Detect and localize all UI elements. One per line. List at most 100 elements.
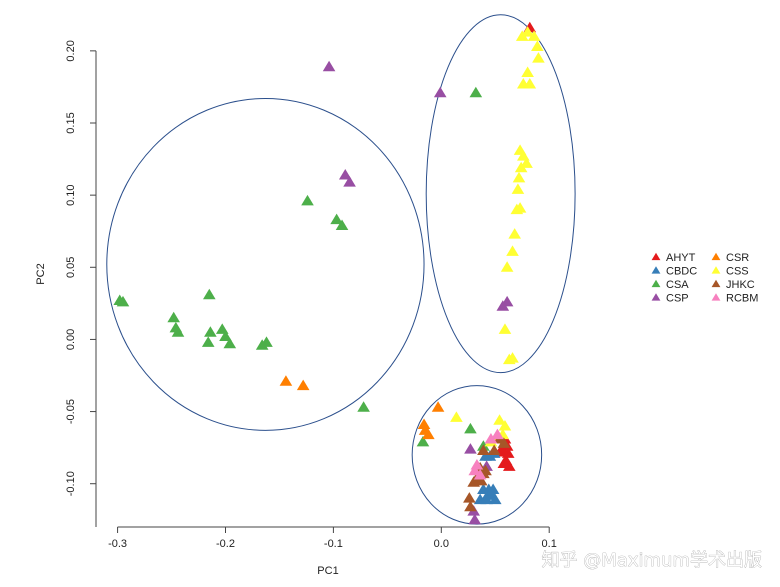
point-css bbox=[498, 323, 512, 334]
point-jhkc bbox=[487, 444, 501, 456]
legend-label-rcbm: RCBM bbox=[726, 293, 758, 305]
y-tick-label: 0.10 bbox=[65, 184, 77, 205]
point-csa bbox=[357, 401, 370, 412]
legend-label-jhkc: JHKC bbox=[726, 279, 755, 291]
point-csp bbox=[433, 86, 447, 98]
point-cbdc bbox=[488, 493, 502, 505]
point-css bbox=[508, 228, 521, 239]
point-css bbox=[514, 161, 528, 173]
point-css bbox=[520, 157, 533, 168]
y-axis-title: PC2 bbox=[35, 263, 47, 284]
point-css bbox=[506, 245, 519, 256]
point-rcbm bbox=[473, 469, 487, 480]
point-csp bbox=[500, 295, 514, 307]
point-csa bbox=[464, 422, 477, 434]
cluster-ellipse bbox=[425, 14, 576, 374]
point-csa bbox=[335, 219, 349, 230]
point-css bbox=[500, 261, 514, 272]
x-tick-label: -0.3 bbox=[108, 538, 127, 550]
point-csp bbox=[338, 168, 352, 180]
point-csr bbox=[417, 418, 431, 430]
point-csa bbox=[201, 336, 215, 347]
y-tick-label: 0.00 bbox=[65, 329, 77, 350]
point-csa bbox=[260, 336, 273, 347]
point-csr bbox=[279, 375, 293, 386]
point-csa bbox=[167, 311, 180, 323]
legend-label-cbdc: CBDC bbox=[666, 266, 697, 278]
point-csa bbox=[203, 288, 216, 300]
point-jhkc bbox=[477, 444, 490, 456]
legend-marker-cbdc bbox=[651, 266, 661, 274]
point-cbdc bbox=[486, 483, 500, 494]
y-tick-label: -0.10 bbox=[65, 471, 77, 496]
point-jhkc bbox=[463, 492, 476, 503]
point-rcbm bbox=[484, 432, 498, 444]
point-ahyt bbox=[501, 447, 515, 458]
point-css bbox=[527, 30, 541, 41]
point-css bbox=[521, 66, 534, 77]
point-csr bbox=[296, 379, 310, 391]
data-points bbox=[113, 21, 545, 525]
legend-marker-rcbm bbox=[711, 293, 721, 301]
y-tick-label: -0.05 bbox=[65, 399, 77, 424]
x-axis-title: PC1 bbox=[317, 565, 338, 577]
point-csa bbox=[204, 326, 217, 337]
point-css bbox=[515, 30, 529, 41]
point-jhkc bbox=[479, 464, 492, 476]
y-tick-label: 0.05 bbox=[65, 257, 77, 278]
point-jhkc bbox=[467, 476, 480, 487]
point-csp bbox=[464, 443, 477, 454]
legend-label-csr: CSR bbox=[726, 252, 749, 264]
cluster-ellipse bbox=[106, 97, 425, 431]
point-csp bbox=[468, 513, 482, 525]
point-csa bbox=[219, 330, 232, 342]
x-axis: -0.3 -0.2 -0.1 0.0 0.1 bbox=[108, 526, 557, 550]
point-css bbox=[450, 411, 463, 422]
point-css bbox=[512, 171, 526, 183]
x-tick-label: -0.2 bbox=[216, 538, 235, 550]
legend-label-css: CSS bbox=[726, 266, 749, 278]
point-jhkc bbox=[474, 474, 488, 486]
point-ahyt bbox=[502, 460, 516, 471]
x-tick-label: -0.1 bbox=[324, 538, 343, 550]
point-css bbox=[521, 26, 534, 37]
y-axis: -0.10 -0.05 0.00 0.05 0.10 0.15 0.20 bbox=[65, 40, 97, 527]
point-csa bbox=[469, 86, 483, 98]
legend-label-csa: CSA bbox=[666, 279, 689, 291]
legend-label-csp: CSP bbox=[666, 293, 689, 305]
legend-label-ahyt: AHYT bbox=[666, 252, 696, 264]
point-rcbm bbox=[491, 428, 504, 440]
point-cbdc bbox=[480, 493, 493, 505]
legend-marker-ahyt bbox=[651, 252, 661, 261]
point-css bbox=[532, 52, 545, 63]
y-tick-label: 0.15 bbox=[65, 112, 77, 133]
x-tick-label: 0.0 bbox=[434, 538, 449, 550]
point-csa bbox=[171, 326, 185, 337]
point-ahyt bbox=[495, 443, 509, 454]
point-css bbox=[531, 40, 544, 52]
point-css bbox=[511, 183, 525, 194]
point-css bbox=[510, 203, 524, 215]
legend-marker-jhkc bbox=[711, 279, 721, 288]
point-css bbox=[506, 352, 519, 363]
watermark-text: 知乎 @Maximum学术出版 bbox=[542, 550, 762, 571]
legend-marker-csr bbox=[711, 252, 721, 261]
y-tick-label: 0.20 bbox=[65, 40, 77, 61]
point-csa bbox=[330, 213, 343, 225]
point-css bbox=[523, 78, 537, 89]
legend-marker-csp bbox=[651, 293, 661, 301]
point-csa bbox=[301, 194, 314, 206]
point-csa bbox=[215, 323, 229, 334]
point-jhkc bbox=[497, 437, 511, 448]
point-csr bbox=[422, 428, 435, 440]
legend-marker-csa bbox=[651, 279, 661, 288]
point-rcbm bbox=[468, 464, 482, 476]
legend-marker-css bbox=[711, 266, 721, 274]
point-csp bbox=[322, 60, 336, 72]
point-css bbox=[493, 414, 506, 425]
x-tick-label: 0.1 bbox=[542, 538, 557, 550]
point-csa bbox=[223, 337, 237, 349]
point-jhkc bbox=[464, 500, 477, 512]
